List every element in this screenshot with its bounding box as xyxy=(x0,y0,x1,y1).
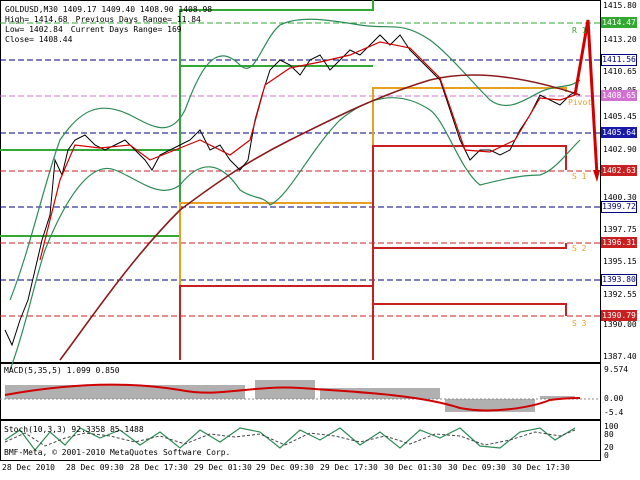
price-marker: 1399.72 xyxy=(601,201,637,213)
macd-label: MACD(5,35,5) 1.099 0.850 xyxy=(4,366,120,375)
moving-average-line xyxy=(59,74,581,361)
time-tick: 30 Dec 09:30 xyxy=(448,463,506,472)
prev-range-value: Previous Days Range= 11.84 xyxy=(75,15,201,24)
time-tick: 30 Dec 01:30 xyxy=(384,463,442,472)
price-tick: 1415.80 xyxy=(603,1,637,10)
price-tick: 1410.65 xyxy=(603,67,637,76)
price-tick: 1395.15 xyxy=(603,257,637,266)
time-tick: 28 Dec 09:30 xyxy=(66,463,124,472)
price-tick: 1400.30 xyxy=(603,193,637,202)
price-candles xyxy=(4,34,576,347)
stoch-main-line xyxy=(4,427,576,451)
price-marker: 1411.56 xyxy=(601,54,637,66)
pivot-label-s1: S 1 xyxy=(572,172,587,181)
projection-arrowhead xyxy=(593,170,600,182)
stoch-tick: 0 xyxy=(604,451,609,460)
time-tick: 28 Dec 2010 xyxy=(2,463,55,472)
stoch-tick: 100 xyxy=(604,422,619,431)
stoch-label: Stoch(10,3,3) 92.3358 85.1488 xyxy=(4,425,144,434)
price-tick: 1390.00 xyxy=(603,320,637,329)
price-tick: 1387.40 xyxy=(603,352,637,361)
pivot-label-s2: S 2 xyxy=(572,244,587,253)
price-tick: 1405.45 xyxy=(603,112,637,121)
price-tick: 1397.75 xyxy=(603,225,637,234)
time-tick: 28 Dec 17:30 xyxy=(130,463,188,472)
copyright-text: BMF-Meta, © 2001-2010 MetaQuotes Softwar… xyxy=(4,448,231,457)
close-value: Close= 1408.44 xyxy=(5,35,73,44)
stoch-tick: 20 xyxy=(604,443,614,452)
projection-arrow xyxy=(573,19,599,176)
dashed-levels xyxy=(0,22,600,317)
macd-tick: 0.00 xyxy=(604,394,624,403)
pivot-label-pivot: Pivot xyxy=(568,98,593,107)
pivot-label-r1: R 1 xyxy=(572,26,587,35)
time-axis: 28 Dec 2010 28 Dec 09:30 28 Dec 17:30 29… xyxy=(0,463,600,479)
curr-range-value: Current Days Range= 169 xyxy=(70,25,182,34)
pivot-label-s3: S 3 xyxy=(572,319,587,328)
low-value: Low= 1402.84 xyxy=(5,25,63,34)
stoch-tick: 80 xyxy=(604,430,614,439)
pivot-step-lines xyxy=(0,0,567,360)
time-tick: 30 Dec 17:30 xyxy=(512,463,570,472)
macd-tick: 9.574 xyxy=(604,365,629,374)
price-marker: 1408.65 xyxy=(601,90,637,101)
main-chart-frame xyxy=(0,0,601,363)
symbol-ohlc: GOLDUSD,M30 1409.17 1409.40 1408.90 1408… xyxy=(5,5,213,14)
price-tick: 1392.55 xyxy=(603,290,637,299)
price-marker: 1402.63 xyxy=(601,165,637,176)
macd-tick: -5.4 xyxy=(604,408,624,417)
macd-signal-line xyxy=(4,383,581,412)
price-marker: 1414.47 xyxy=(601,17,637,28)
high-value: High= 1414.68 xyxy=(5,15,68,24)
time-tick: 29 Dec 01:30 xyxy=(194,463,252,472)
time-tick: 29 Dec 09:30 xyxy=(256,463,314,472)
stoch-signal-line xyxy=(4,429,576,447)
price-tick: 1402.90 xyxy=(603,145,637,154)
price-marker: 1396.31 xyxy=(601,237,637,248)
price-marker: 1405.64 xyxy=(601,127,637,138)
price-marker: 1393.80 xyxy=(601,274,637,286)
chart-info-header: GOLDUSD,M30 1409.17 1409.40 1408.90 1408… xyxy=(5,5,212,45)
price-marker: 1390.79 xyxy=(601,310,637,321)
time-tick: 29 Dec 17:30 xyxy=(320,463,378,472)
price-tick: 1413.20 xyxy=(603,35,637,44)
bollinger-bands xyxy=(9,18,581,371)
stoch-frame xyxy=(0,420,601,461)
